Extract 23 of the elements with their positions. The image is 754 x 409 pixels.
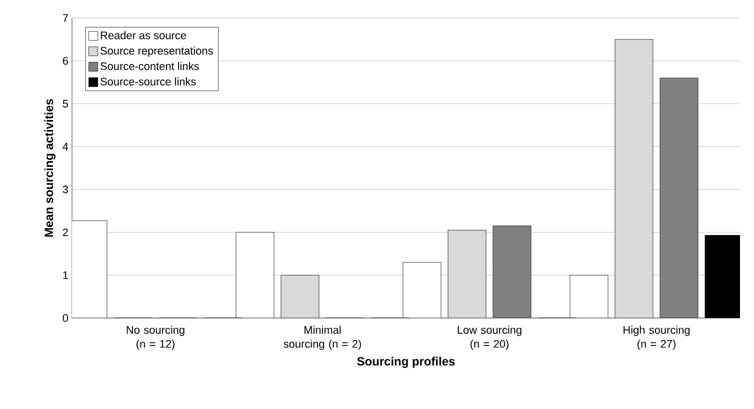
legend-label: Reader as source bbox=[100, 31, 186, 40]
bar bbox=[448, 230, 486, 318]
x-tick-label: High sourcing (n = 27) bbox=[624, 326, 690, 350]
bar bbox=[660, 78, 698, 318]
legend-label: Source-source links bbox=[100, 77, 196, 86]
y-axis-title: Mean sourcing activities bbox=[44, 99, 56, 237]
y-tick-label: 2 bbox=[62, 228, 68, 236]
y-tick-label: 3 bbox=[62, 186, 68, 194]
y-tick-label: 7 bbox=[62, 14, 68, 22]
bar bbox=[493, 226, 532, 318]
y-tick-label: 4 bbox=[62, 142, 68, 150]
x-tick-label: Low sourcing (n = 20) bbox=[458, 326, 522, 350]
bar bbox=[614, 39, 654, 318]
legend-label: Source-content links bbox=[100, 62, 199, 70]
x-tick-label: Minimal sourcing (n = 2) bbox=[284, 326, 361, 350]
y-tick-label: 5 bbox=[62, 100, 68, 108]
y-tick-label: 6 bbox=[62, 56, 68, 65]
legend-label: Source representations bbox=[100, 46, 213, 57]
bar bbox=[281, 275, 320, 318]
y-tick-label: 1 bbox=[63, 271, 68, 279]
x-tick-label: No sourcing (n = 12) bbox=[126, 326, 184, 350]
y-tick-label: 0 bbox=[62, 314, 68, 322]
x-axis-title: Sourcing profiles bbox=[357, 356, 455, 368]
